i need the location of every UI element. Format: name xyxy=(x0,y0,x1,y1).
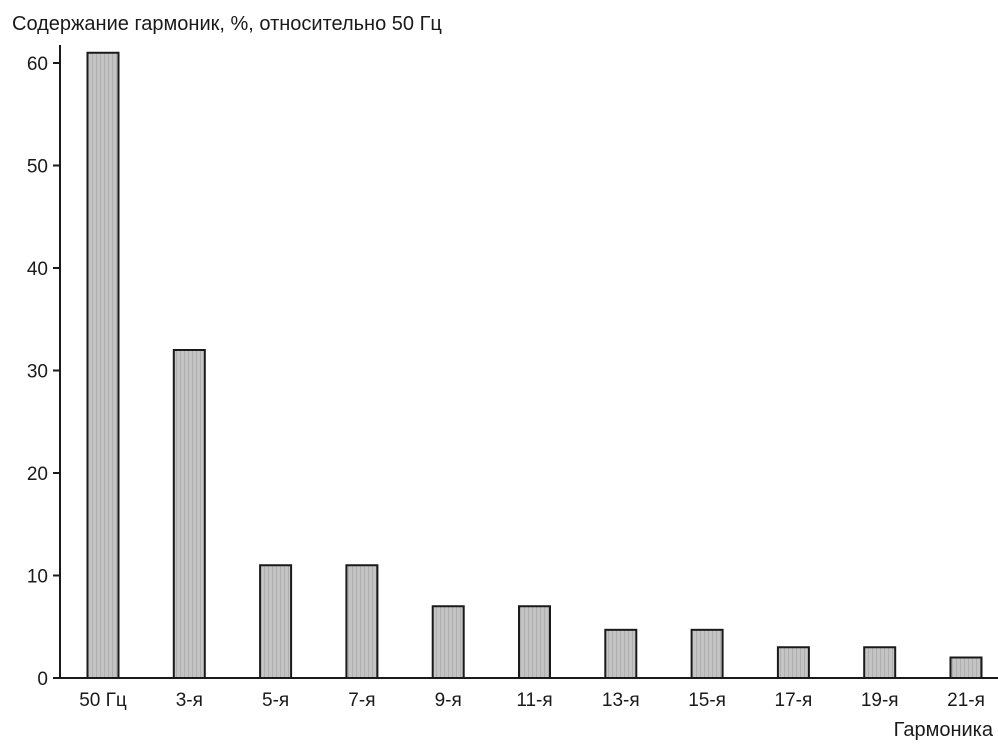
y-tick-label: 10 xyxy=(27,567,48,588)
bar-2 xyxy=(172,349,206,679)
bar-6 xyxy=(518,605,551,679)
x-tick-label: 11-я xyxy=(516,690,552,711)
bar-3 xyxy=(259,564,293,679)
bar-9 xyxy=(776,646,810,679)
x-tick-label: 21-я xyxy=(947,690,985,711)
x-axis-title: Гармоника xyxy=(894,719,994,741)
bar-7 xyxy=(604,628,638,680)
x-tick-label: 3-я xyxy=(176,690,203,711)
bar-1 xyxy=(86,51,120,679)
bar-4 xyxy=(345,564,379,679)
bar-8 xyxy=(690,628,724,680)
x-tick-label: 19-я xyxy=(861,690,899,711)
y-axis-title: Содержание гармоник, %, относительно 50 … xyxy=(12,13,442,35)
y-ticks: 0 10 20 30 40 50 60 xyxy=(27,54,60,690)
x-tick-label: 9-я xyxy=(435,690,462,711)
y-tick-label: 60 xyxy=(27,54,48,75)
bar-11 xyxy=(949,656,983,679)
bars xyxy=(86,51,983,680)
y-tick-label: 30 xyxy=(27,362,48,383)
x-tick-labels: 50 Гц 3-я 5-я 7-я 9-я 11-я 13-я 15-я 17-я 19-я 21-… xyxy=(79,690,985,711)
x-tick-label: 17-я xyxy=(775,690,813,711)
y-tick-label: 0 xyxy=(37,669,48,690)
bar-5 xyxy=(431,605,465,679)
x-tick-label: 13-я xyxy=(602,690,640,711)
x-tick-label: 7-я xyxy=(348,690,375,711)
bar-10 xyxy=(863,646,897,679)
y-tick-label: 20 xyxy=(27,464,48,485)
x-tick-label: 5-я xyxy=(262,690,289,711)
x-tick-label: 15-я xyxy=(688,690,726,711)
y-tick-label: 50 xyxy=(27,157,48,178)
y-tick-label: 40 xyxy=(27,259,48,280)
x-tick-label: 50 Гц xyxy=(79,690,127,711)
